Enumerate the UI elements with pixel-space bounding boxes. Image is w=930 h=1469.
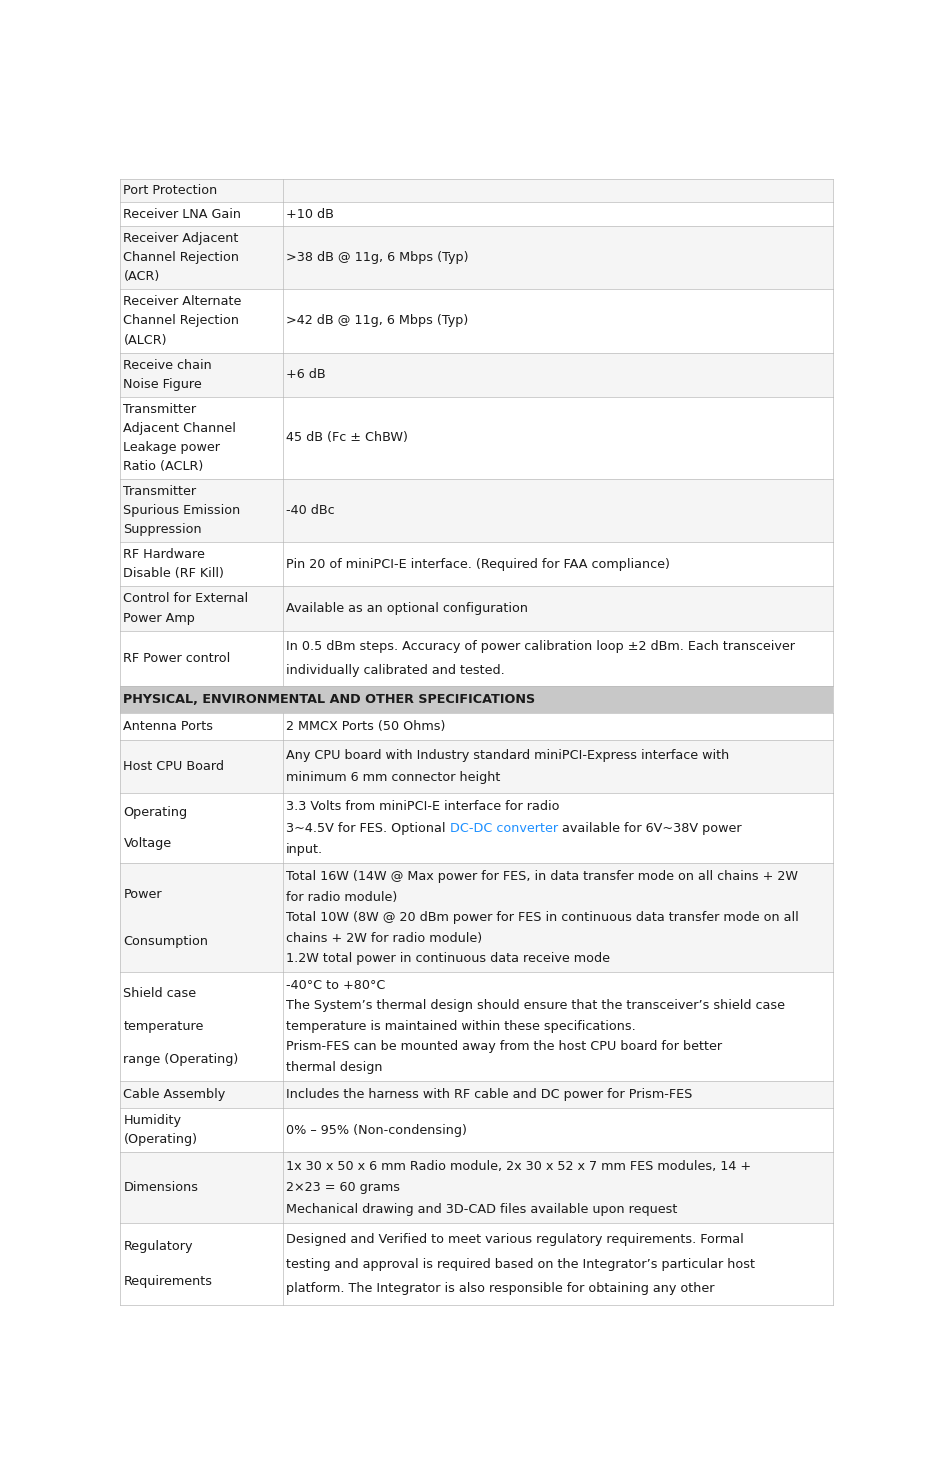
Text: Voltage: Voltage <box>124 837 171 851</box>
Text: Includes the harness with RF cable and DC power for Prism-FES: Includes the harness with RF cable and D… <box>286 1087 693 1100</box>
Text: (Operating): (Operating) <box>124 1133 197 1146</box>
Text: platform. The Integrator is also responsible for obtaining any other: platform. The Integrator is also respons… <box>286 1282 714 1296</box>
Text: Requirements: Requirements <box>124 1275 212 1288</box>
Text: individually calibrated and tested.: individually calibrated and tested. <box>286 664 505 677</box>
Text: Disable (RF Kill): Disable (RF Kill) <box>124 567 224 580</box>
Text: Dimensions: Dimensions <box>124 1181 198 1194</box>
Bar <box>120 226 833 289</box>
Bar <box>120 1081 833 1108</box>
Text: Transmitter: Transmitter <box>124 485 196 498</box>
Text: RF Hardware: RF Hardware <box>124 548 206 561</box>
Text: thermal design: thermal design <box>286 1061 382 1074</box>
Text: +6 dB: +6 dB <box>286 369 326 382</box>
Text: The System’s thermal design should ensure that the transceiver’s shield case: The System’s thermal design should ensur… <box>286 999 785 1012</box>
Bar <box>120 972 833 1081</box>
Bar <box>120 740 833 793</box>
Text: -40°C to +80°C: -40°C to +80°C <box>286 978 386 992</box>
Text: RF Power control: RF Power control <box>124 652 231 665</box>
Bar <box>120 686 833 714</box>
Text: Transmitter: Transmitter <box>124 403 196 416</box>
Text: testing and approval is required based on the Integrator’s particular host: testing and approval is required based o… <box>286 1257 755 1271</box>
Text: Antenna Ports: Antenna Ports <box>124 720 214 733</box>
Bar <box>120 864 833 972</box>
Text: temperature: temperature <box>124 1019 204 1033</box>
Text: Prism-FES can be mounted away from the host CPU board for better: Prism-FES can be mounted away from the h… <box>286 1040 723 1053</box>
Text: Receiver Alternate: Receiver Alternate <box>124 295 242 308</box>
Text: Leakage power: Leakage power <box>124 441 220 454</box>
Text: Adjacent Channel: Adjacent Channel <box>124 422 236 435</box>
Text: 2 MMCX Ports (50 Ohms): 2 MMCX Ports (50 Ohms) <box>286 720 445 733</box>
Text: Power Amp: Power Amp <box>124 611 195 624</box>
Bar <box>120 397 833 479</box>
Text: -40 dBc: -40 dBc <box>286 504 335 517</box>
Text: Designed and Verified to meet various regulatory requirements. Formal: Designed and Verified to meet various re… <box>286 1232 744 1246</box>
Text: 1x 30 x 50 x 6 mm Radio module, 2x 30 x 52 x 7 mm FES modules, 14 +: 1x 30 x 50 x 6 mm Radio module, 2x 30 x … <box>286 1159 751 1172</box>
Text: Total 10W (8W @ 20 dBm power for FES in continuous data transfer mode on all: Total 10W (8W @ 20 dBm power for FES in … <box>286 911 799 924</box>
Text: Port Protection: Port Protection <box>124 184 218 197</box>
Text: Available as an optional configuration: Available as an optional configuration <box>286 602 528 616</box>
Bar <box>120 1108 833 1152</box>
Text: PHYSICAL, ENVIRONMENTAL AND OTHER SPECIFICATIONS: PHYSICAL, ENVIRONMENTAL AND OTHER SPECIF… <box>124 693 536 707</box>
Text: Receiver LNA Gain: Receiver LNA Gain <box>124 207 242 220</box>
Bar <box>120 203 833 226</box>
Text: Pin 20 of miniPCI-E interface. (Required for FAA compliance): Pin 20 of miniPCI-E interface. (Required… <box>286 558 670 571</box>
Text: Total 16W (14W @ Max power for FES, in data transfer mode on all chains + 2W: Total 16W (14W @ Max power for FES, in d… <box>286 870 798 883</box>
Bar <box>120 714 833 740</box>
Bar <box>120 1152 833 1224</box>
Text: range (Operating): range (Operating) <box>124 1053 239 1066</box>
Text: DC-DC converter: DC-DC converter <box>449 821 558 834</box>
Text: >42 dB @ 11g, 6 Mbps (Typ): >42 dB @ 11g, 6 Mbps (Typ) <box>286 314 469 328</box>
Text: Operating: Operating <box>124 806 188 820</box>
Text: chains + 2W for radio module): chains + 2W for radio module) <box>286 931 483 945</box>
Bar <box>120 479 833 542</box>
Text: 3.3 Volts from miniPCI-E interface for radio: 3.3 Volts from miniPCI-E interface for r… <box>286 801 560 812</box>
Bar <box>120 1224 833 1304</box>
Text: for radio module): for radio module) <box>286 890 397 903</box>
Text: Power: Power <box>124 887 162 900</box>
Text: (ACR): (ACR) <box>124 270 160 284</box>
Bar <box>120 793 833 864</box>
Text: Host CPU Board: Host CPU Board <box>124 759 224 773</box>
Bar <box>120 353 833 397</box>
Text: Channel Rejection: Channel Rejection <box>124 251 239 264</box>
Text: 1.2W total power in continuous data receive mode: 1.2W total power in continuous data rece… <box>286 952 610 965</box>
Text: available for 6V~38V power: available for 6V~38V power <box>558 821 741 834</box>
Text: Spurious Emission: Spurious Emission <box>124 504 241 517</box>
Text: minimum 6 mm connector height: minimum 6 mm connector height <box>286 771 500 784</box>
Bar <box>120 542 833 586</box>
Bar <box>120 179 833 203</box>
Bar <box>120 630 833 686</box>
Text: temperature is maintained within these specifications.: temperature is maintained within these s… <box>286 1019 636 1033</box>
Text: 2×23 = 60 grams: 2×23 = 60 grams <box>286 1181 400 1194</box>
Text: Control for External: Control for External <box>124 592 248 605</box>
Text: Suppression: Suppression <box>124 523 202 536</box>
Text: input.: input. <box>286 843 324 856</box>
Text: +10 dB: +10 dB <box>286 207 334 220</box>
Bar <box>120 586 833 630</box>
Text: Receive chain: Receive chain <box>124 358 212 372</box>
Text: Ratio (ACLR): Ratio (ACLR) <box>124 460 204 473</box>
Text: 3~4.5V for FES. Optional: 3~4.5V for FES. Optional <box>286 821 449 834</box>
Text: In 0.5 dBm steps. Accuracy of power calibration loop ±2 dBm. Each transceiver: In 0.5 dBm steps. Accuracy of power cali… <box>286 640 795 652</box>
Bar <box>120 289 833 353</box>
Text: Noise Figure: Noise Figure <box>124 378 202 391</box>
Text: Channel Rejection: Channel Rejection <box>124 314 239 328</box>
Text: (ALCR): (ALCR) <box>124 333 167 347</box>
Text: Shield case: Shield case <box>124 987 196 1000</box>
Text: Any CPU board with Industry standard miniPCI-Express interface with: Any CPU board with Industry standard min… <box>286 749 729 762</box>
Text: >38 dB @ 11g, 6 Mbps (Typ): >38 dB @ 11g, 6 Mbps (Typ) <box>286 251 469 264</box>
Text: Consumption: Consumption <box>124 934 208 948</box>
Text: 0% – 95% (Non-condensing): 0% – 95% (Non-condensing) <box>286 1124 467 1137</box>
Text: Receiver Adjacent: Receiver Adjacent <box>124 232 239 245</box>
Text: Regulatory: Regulatory <box>124 1240 193 1253</box>
Text: Cable Assembly: Cable Assembly <box>124 1087 226 1100</box>
Text: Humidity: Humidity <box>124 1114 181 1127</box>
Text: Mechanical drawing and 3D-CAD files available upon request: Mechanical drawing and 3D-CAD files avai… <box>286 1203 678 1216</box>
Text: 45 dB (Fc ± ChBW): 45 dB (Fc ± ChBW) <box>286 432 408 445</box>
